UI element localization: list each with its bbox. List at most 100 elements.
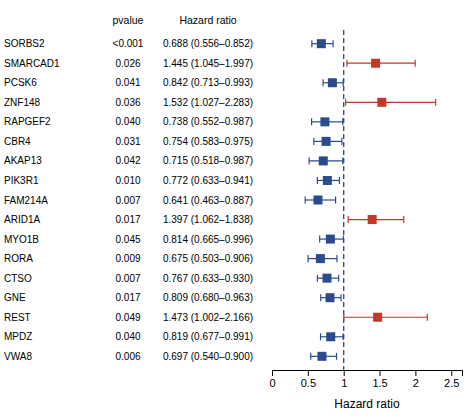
ci-cap-high bbox=[342, 333, 343, 340]
gene-label: FAM214A bbox=[4, 195, 48, 206]
column-value: 0.767 (0.633–0.930) bbox=[163, 273, 253, 284]
plot: 00.511.522.5Hazard ratio bbox=[269, 30, 462, 411]
gene-label: MYO1B bbox=[4, 234, 39, 245]
gene-label: PIK3R1 bbox=[4, 175, 39, 186]
ci-line bbox=[344, 317, 427, 318]
column-header: pvalue bbox=[113, 14, 144, 26]
ci-cap-high bbox=[415, 60, 416, 67]
gene-label: CBR4 bbox=[4, 136, 31, 147]
ci-cap-high bbox=[403, 216, 404, 223]
column-value: 1.532 (1.027–2.283) bbox=[163, 97, 253, 108]
ci-cap-high bbox=[342, 157, 343, 164]
gene-label: REST bbox=[4, 312, 31, 323]
forest-row bbox=[314, 137, 342, 146]
x-tick-label: 2.5 bbox=[444, 377, 459, 389]
ci-cap-high bbox=[427, 314, 428, 321]
x-tick-mark bbox=[451, 370, 452, 376]
hr-marker bbox=[326, 235, 335, 244]
gene-label: ZNF148 bbox=[4, 97, 41, 108]
ci-cap-low bbox=[317, 275, 318, 282]
ci-cap-high bbox=[336, 255, 337, 262]
ci-cap-low bbox=[319, 236, 320, 243]
ci-cap-high bbox=[338, 275, 339, 282]
hr-marker bbox=[328, 78, 337, 87]
x-tick: 0 bbox=[269, 370, 275, 389]
column-value: 0.754 (0.583–0.975) bbox=[163, 136, 253, 147]
ci-cap-low bbox=[311, 118, 312, 125]
forest-row bbox=[309, 156, 343, 165]
ci-cap-high bbox=[340, 294, 341, 301]
forest-row bbox=[321, 332, 344, 341]
gene-label: CTSO bbox=[4, 273, 32, 284]
column-value: 0.688 (0.556–0.852) bbox=[163, 38, 253, 49]
column-value: 1.397 (1.062–1.838) bbox=[163, 214, 253, 225]
x-tick-mark bbox=[344, 370, 345, 376]
ci-cap-low bbox=[346, 60, 347, 67]
forest-row bbox=[312, 117, 343, 126]
hr-marker bbox=[313, 196, 322, 205]
gene-label: MPDZ bbox=[4, 331, 32, 342]
x-tick: 2 bbox=[413, 370, 419, 389]
column-value: 0.697 (0.540–0.900) bbox=[163, 351, 253, 362]
hr-marker bbox=[322, 274, 331, 283]
gene-label: AKAP13 bbox=[4, 155, 42, 166]
hr-marker bbox=[317, 39, 326, 48]
column-value: <0.001 bbox=[113, 38, 144, 49]
forest-row bbox=[347, 59, 415, 68]
column-value: 0.010 bbox=[115, 175, 140, 186]
ci-cap-low bbox=[320, 333, 321, 340]
hr-marker bbox=[371, 59, 380, 68]
ci-line bbox=[346, 102, 436, 103]
ci-cap-low bbox=[310, 353, 311, 360]
ci-cap-low bbox=[317, 177, 318, 184]
column-value: 0.040 bbox=[115, 116, 140, 127]
hr-marker bbox=[319, 156, 328, 165]
column-value: 0.772 (0.633–0.941) bbox=[163, 175, 253, 186]
gene-label: VWA8 bbox=[4, 351, 32, 362]
text-columns: pvalueHazard ratioSORBS2<0.0010.688 (0.5… bbox=[4, 14, 253, 362]
forest-row bbox=[312, 39, 333, 48]
column-value: 0.819 (0.677–0.991) bbox=[163, 331, 253, 342]
x-tick-mark bbox=[415, 370, 416, 376]
ci-line bbox=[347, 63, 415, 64]
column-value: 0.641 (0.463–0.887) bbox=[163, 195, 253, 206]
column-value: 0.715 (0.518–0.987) bbox=[163, 155, 253, 166]
x-tick-mark bbox=[308, 370, 309, 376]
ci-cap-high bbox=[435, 99, 436, 106]
forest-row bbox=[321, 293, 341, 302]
forest-row bbox=[346, 98, 436, 107]
column-value: 0.017 bbox=[115, 292, 140, 303]
column-value: 1.445 (1.045–1.997) bbox=[163, 58, 253, 69]
x-tick: 2.5 bbox=[444, 370, 459, 389]
gene-label: RAPGEF2 bbox=[4, 116, 51, 127]
x-tick: 0.5 bbox=[301, 370, 316, 389]
ci-cap-high bbox=[343, 79, 344, 86]
ci-cap-low bbox=[305, 196, 306, 203]
hr-marker bbox=[373, 313, 382, 322]
ci-cap-high bbox=[343, 236, 344, 243]
gene-label: ARID1A bbox=[4, 214, 40, 225]
forest-row bbox=[344, 313, 427, 322]
column-value: 0.809 (0.680–0.963) bbox=[163, 292, 253, 303]
ci-cap-high bbox=[336, 353, 337, 360]
ci-cap-low bbox=[348, 216, 349, 223]
x-tick-label: 1 bbox=[341, 377, 347, 389]
hr-marker bbox=[368, 215, 377, 224]
hr-marker bbox=[322, 137, 331, 146]
hr-marker bbox=[326, 332, 335, 341]
ci-cap-low bbox=[313, 138, 314, 145]
ci-cap-low bbox=[311, 40, 312, 47]
column-value: 0.036 bbox=[115, 97, 140, 108]
gene-label: RORA bbox=[4, 253, 33, 264]
ci-cap-low bbox=[323, 79, 324, 86]
forest-row bbox=[317, 274, 338, 283]
ci-cap-low bbox=[343, 314, 344, 321]
ci-cap-low bbox=[320, 294, 321, 301]
ci-cap-high bbox=[335, 196, 336, 203]
column-value: 0.675 (0.503–0.906) bbox=[163, 253, 253, 264]
x-tick-label: 0 bbox=[269, 377, 275, 389]
forest-row bbox=[308, 254, 337, 263]
ci-cap-low bbox=[307, 255, 308, 262]
column-value: 0.007 bbox=[115, 195, 140, 206]
column-value: 0.045 bbox=[115, 234, 140, 245]
